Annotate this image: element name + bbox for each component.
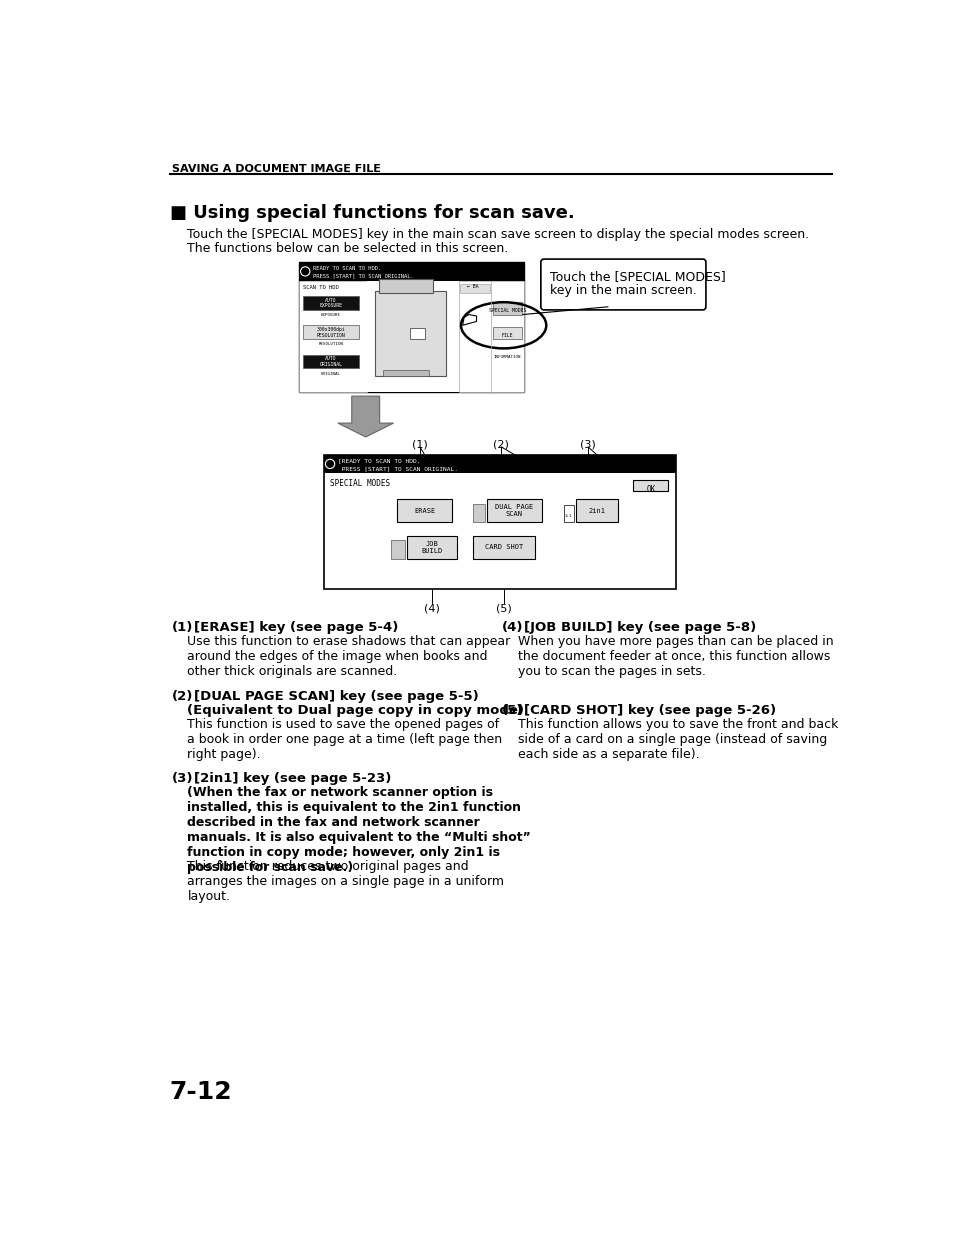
- Text: INFORMATION: INFORMATION: [494, 354, 520, 358]
- Text: (4): (4): [501, 621, 523, 634]
- Bar: [486, 499, 542, 522]
- Text: [JOB BUILD] key (see page 5-8): [JOB BUILD] key (see page 5-8): [523, 621, 756, 634]
- Bar: [378, 279, 433, 293]
- Text: PRESS [START] TO SCAN ORIGINAL.: PRESS [START] TO SCAN ORIGINAL.: [313, 273, 414, 278]
- Bar: [633, 480, 667, 490]
- Text: (2): (2): [172, 690, 193, 703]
- Bar: [303, 325, 359, 340]
- Text: FILE: FILE: [501, 333, 513, 338]
- Bar: [472, 504, 484, 522]
- Text: SCAN TO HDD: SCAN TO HDD: [303, 285, 338, 290]
- Text: RESOLUTION: RESOLUTION: [318, 342, 343, 346]
- Bar: [493, 327, 521, 340]
- Text: ORIGINAL: ORIGINAL: [320, 372, 340, 375]
- Bar: [367, 280, 458, 391]
- Text: This function reduces two original pages and
arranges the images on a single pag: This function reduces two original pages…: [187, 861, 504, 904]
- Text: SPECIAL MODES: SPECIAL MODES: [488, 309, 526, 314]
- Text: [DUAL PAGE SCAN] key (see page 5-5): [DUAL PAGE SCAN] key (see page 5-5): [193, 690, 477, 703]
- Text: SPECIAL MODES: SPECIAL MODES: [330, 479, 390, 488]
- Text: [CARD SHOT] key (see page 5-26): [CARD SHOT] key (see page 5-26): [523, 704, 775, 718]
- Text: (3): (3): [172, 772, 193, 785]
- Text: 1:1: 1:1: [564, 514, 572, 517]
- Bar: [458, 280, 523, 391]
- Text: This function is used to save the opened pages of
a book in order one page at a : This function is used to save the opened…: [187, 718, 502, 761]
- Text: [2in1] key (see page 5-23): [2in1] key (see page 5-23): [193, 772, 391, 785]
- Text: key in the main screen.: key in the main screen.: [550, 284, 697, 296]
- Bar: [303, 296, 359, 310]
- Text: 300x300dpi
RESOLUTION: 300x300dpi RESOLUTION: [316, 327, 345, 337]
- Bar: [410, 329, 425, 340]
- Bar: [323, 454, 675, 589]
- Text: [ERASE] key (see page 5-4): [ERASE] key (see page 5-4): [193, 621, 397, 634]
- Text: Use this function to erase shadows that can appear
around the edges of the image: Use this function to erase shadows that …: [187, 635, 510, 678]
- Text: (1): (1): [412, 440, 427, 450]
- Text: Touch the [SPECIAL MODES]: Touch the [SPECIAL MODES]: [550, 270, 725, 283]
- Text: (When the fax or network scanner option is
installed, this is equivalent to the : (When the fax or network scanner option …: [187, 785, 531, 873]
- Polygon shape: [337, 396, 394, 437]
- Bar: [323, 454, 675, 473]
- Text: SAVING A DOCUMENT IMAGE FILE: SAVING A DOCUMENT IMAGE FILE: [172, 163, 380, 174]
- Bar: [298, 280, 367, 391]
- Bar: [298, 262, 523, 280]
- Text: (2): (2): [493, 440, 509, 450]
- Text: When you have more pages than can be placed in
the document feeder at once, this: When you have more pages than can be pla…: [517, 635, 832, 678]
- Text: (Equivalent to Dual page copy in copy mode): (Equivalent to Dual page copy in copy mo…: [187, 704, 524, 718]
- Text: [READY TO SCAN TO HDD.: [READY TO SCAN TO HDD.: [337, 458, 420, 463]
- Text: (3): (3): [579, 440, 596, 450]
- Text: The functions below can be selected in this screen.: The functions below can be selected in t…: [187, 242, 508, 256]
- Bar: [382, 370, 429, 377]
- Text: 2in1: 2in1: [588, 508, 605, 514]
- Bar: [472, 536, 534, 558]
- Bar: [391, 540, 405, 558]
- Text: This function allows you to save the front and back
side of a card on a single p: This function allows you to save the fro…: [517, 718, 837, 761]
- Text: (5): (5): [496, 603, 511, 614]
- Bar: [575, 499, 618, 522]
- Text: 7-12: 7-12: [170, 1079, 232, 1104]
- Bar: [563, 505, 574, 522]
- Bar: [303, 354, 359, 368]
- Bar: [459, 284, 489, 293]
- Text: ERASE: ERASE: [414, 508, 435, 514]
- Text: AUTO
EXPOSURE: AUTO EXPOSURE: [319, 298, 342, 309]
- Text: AUTO
ORIGINAL: AUTO ORIGINAL: [319, 356, 342, 367]
- Polygon shape: [462, 315, 476, 325]
- Text: EXPOSURE: EXPOSURE: [320, 312, 340, 317]
- FancyBboxPatch shape: [540, 259, 705, 310]
- Bar: [375, 291, 446, 377]
- Text: ← BA: ← BA: [466, 284, 477, 289]
- Bar: [493, 303, 521, 315]
- Text: READY TO SCAN TO HDD.: READY TO SCAN TO HDD.: [313, 266, 381, 270]
- Text: JOB
BUILD: JOB BUILD: [421, 541, 442, 553]
- Bar: [397, 499, 452, 522]
- Text: CARD SHOT: CARD SHOT: [484, 545, 522, 550]
- Text: (1): (1): [172, 621, 193, 634]
- Text: DUAL PAGE
SCAN: DUAL PAGE SCAN: [495, 504, 533, 517]
- Bar: [406, 536, 456, 558]
- Text: ■ Using special functions for scan save.: ■ Using special functions for scan save.: [170, 204, 574, 221]
- Text: (5): (5): [501, 704, 523, 718]
- Text: (4): (4): [423, 603, 439, 614]
- Bar: [298, 262, 523, 391]
- Text: OK: OK: [645, 485, 655, 494]
- Text: Touch the [SPECIAL MODES] key in the main scan save screen to display the specia: Touch the [SPECIAL MODES] key in the mai…: [187, 227, 809, 241]
- Text: PRESS [START] TO SCAN ORIGINAL.: PRESS [START] TO SCAN ORIGINAL.: [337, 466, 457, 472]
